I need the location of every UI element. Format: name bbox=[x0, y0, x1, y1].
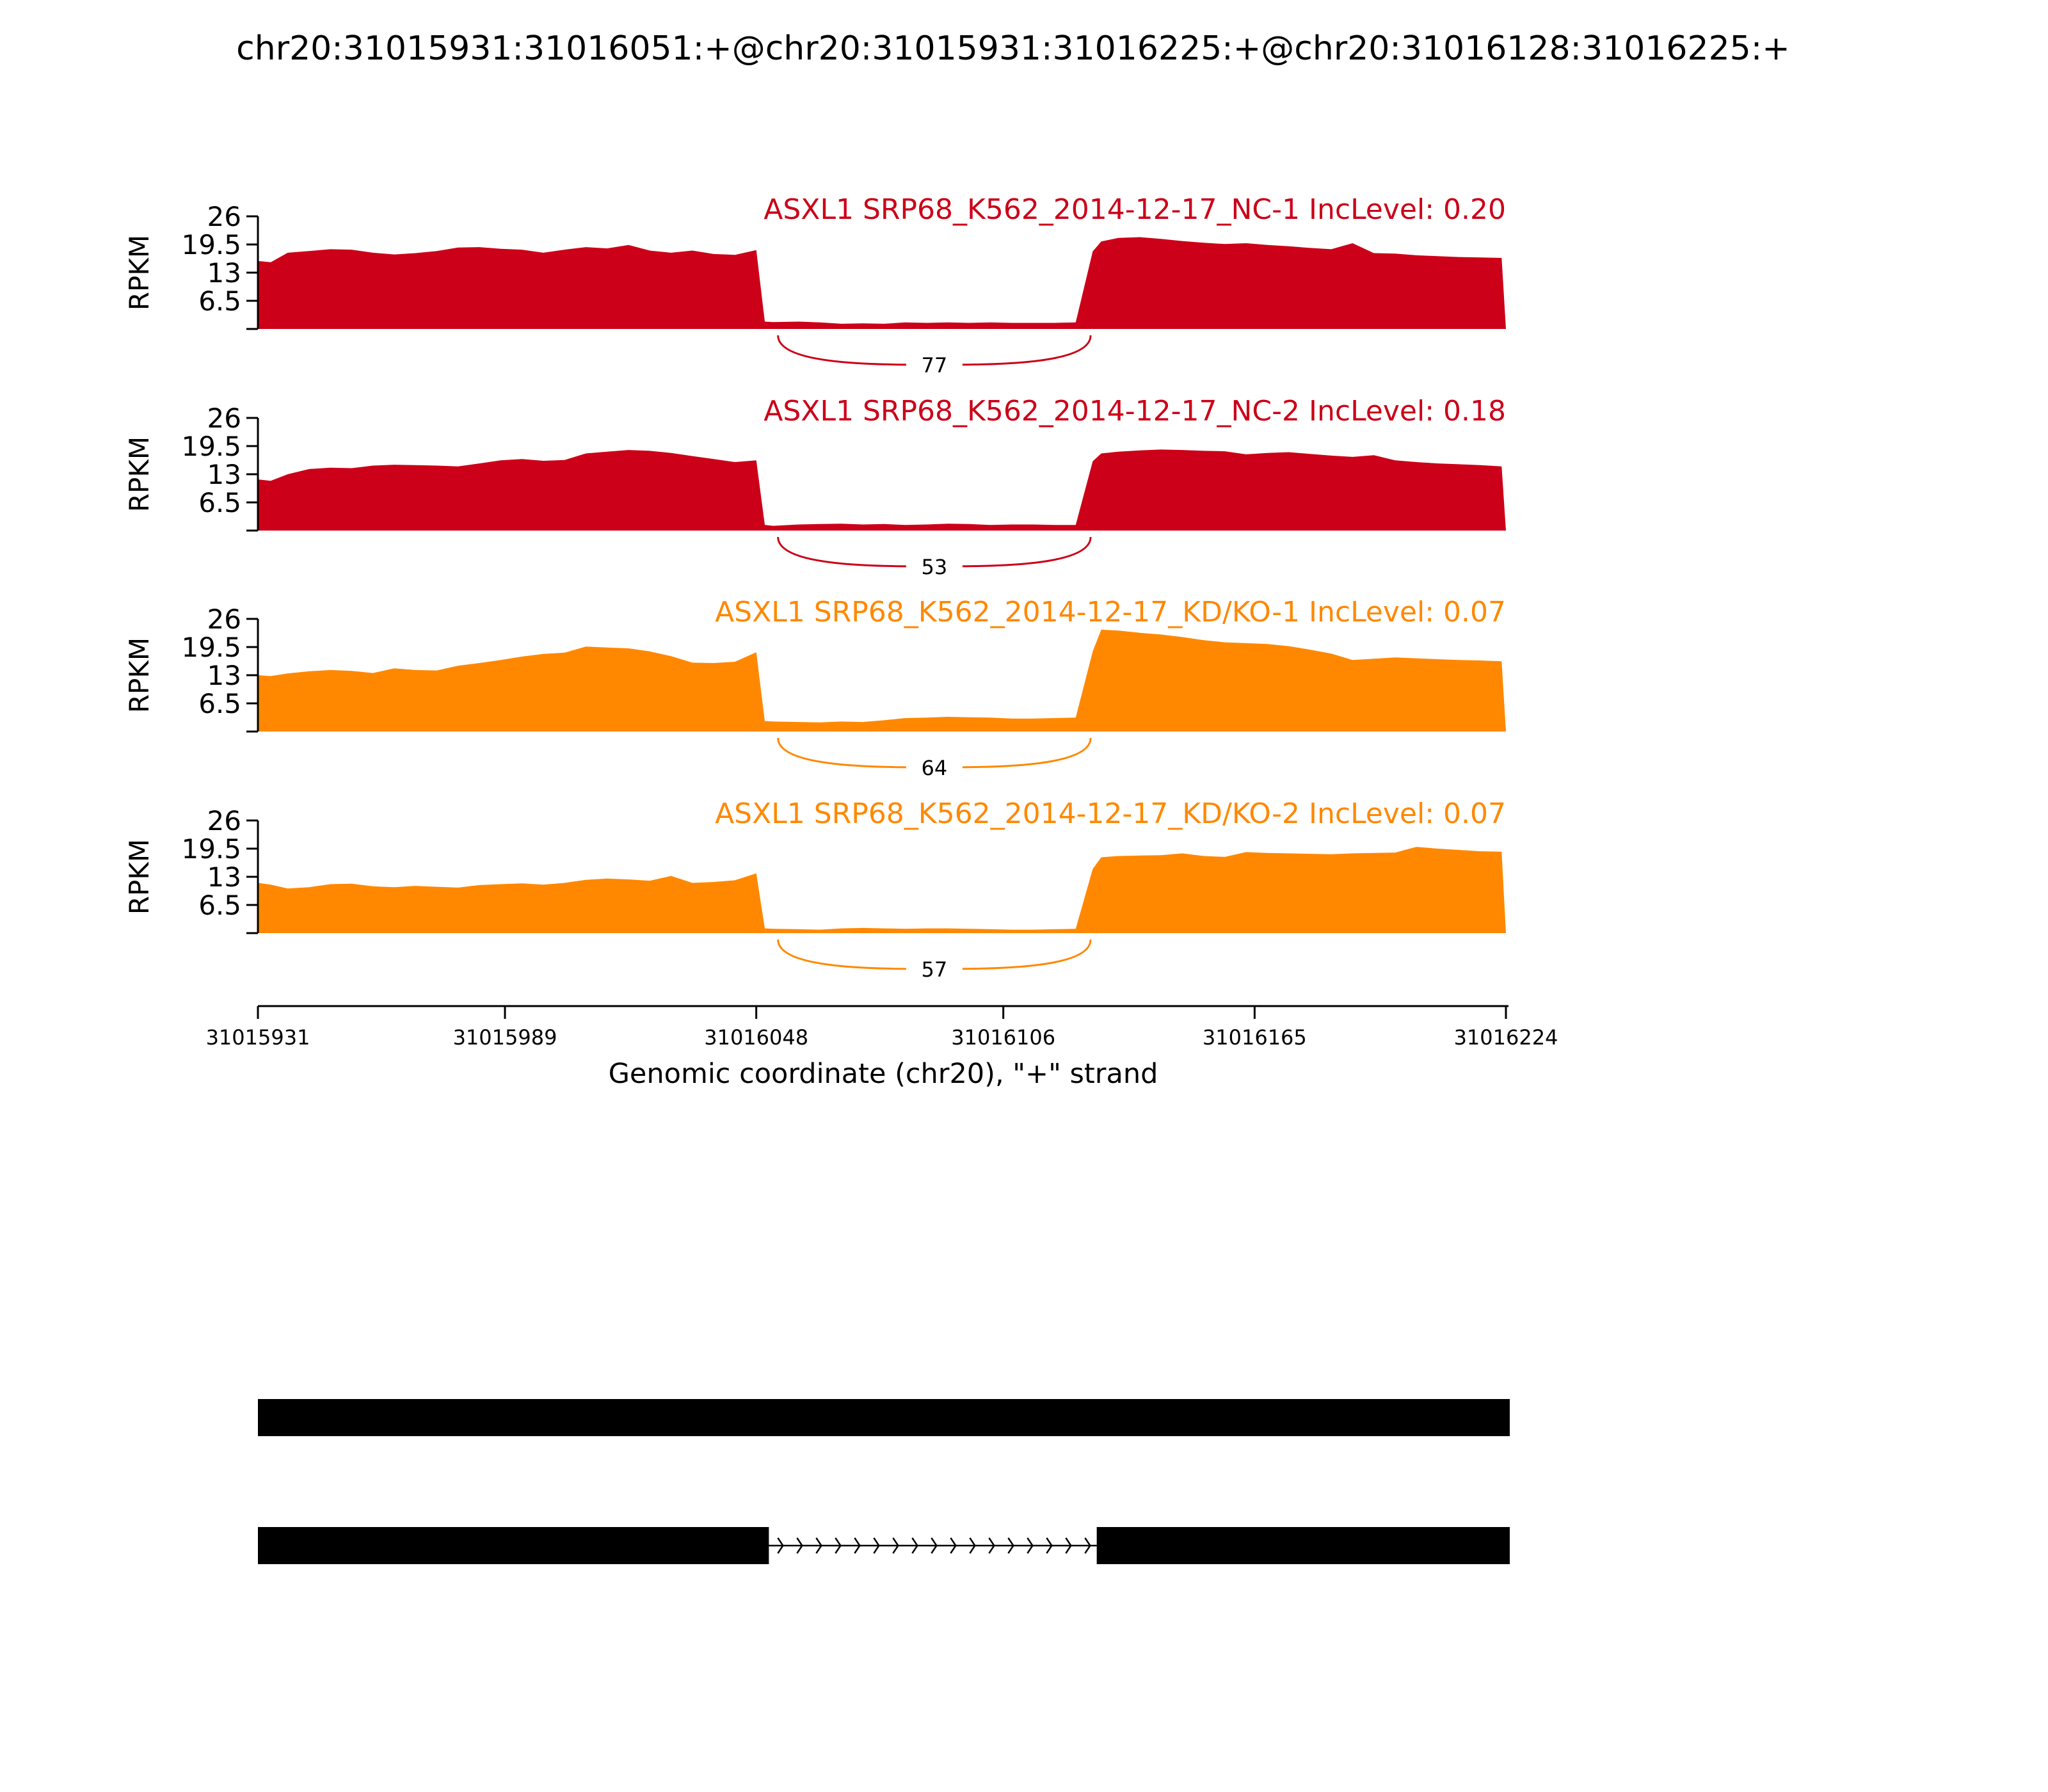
isoform-2 bbox=[258, 1527, 1510, 1564]
y-tick-label: 26 bbox=[207, 201, 241, 232]
series-label: ASXL1 SRP68_K562_2014-12-17_NC-1 IncLeve… bbox=[764, 193, 1506, 226]
y-tick-label: 26 bbox=[207, 403, 241, 434]
strand-arrow bbox=[931, 1537, 938, 1554]
coverage-area bbox=[258, 237, 1506, 329]
series-label: ASXL1 SRP68_K562_2014-12-17_KD/KO-2 IncL… bbox=[715, 797, 1506, 830]
strand-arrow bbox=[1084, 1537, 1091, 1554]
strand-arrow bbox=[815, 1537, 822, 1554]
series-label: ASXL1 SRP68_K562_2014-12-17_NC-2 IncLeve… bbox=[764, 395, 1506, 428]
x-tick-label: 31015989 bbox=[453, 1025, 557, 1050]
figure-title: chr20:31015931:31016051:+@chr20:31015931… bbox=[236, 29, 1790, 68]
x-axis-label: Genomic coordinate (chr20), "+" strand bbox=[609, 1058, 1158, 1090]
strand-arrow bbox=[1027, 1537, 1034, 1554]
x-tick-label: 31016048 bbox=[704, 1025, 808, 1050]
y-tick-label: 6.5 bbox=[198, 285, 241, 317]
y-tick-label: 13 bbox=[207, 459, 241, 490]
strand-arrow bbox=[796, 1537, 803, 1554]
strand-arrow bbox=[873, 1537, 880, 1554]
strand-arrow bbox=[777, 1537, 784, 1554]
strand-arrow bbox=[1046, 1537, 1053, 1554]
junction-count-background bbox=[906, 352, 963, 376]
x-tick-label: 31016165 bbox=[1203, 1025, 1307, 1050]
isoform-1 bbox=[258, 1399, 1510, 1436]
y-tick-label: 13 bbox=[207, 861, 241, 893]
x-tick-label: 31015931 bbox=[206, 1025, 310, 1050]
y-axis-label: RPKM bbox=[124, 637, 155, 713]
coverage-area bbox=[258, 629, 1506, 732]
strand-arrow bbox=[1065, 1537, 1072, 1554]
strand-arrow bbox=[854, 1537, 861, 1554]
junction-count: 53 bbox=[922, 555, 948, 579]
strand-arrow bbox=[969, 1537, 976, 1554]
exon-block bbox=[258, 1527, 769, 1564]
isoform-models bbox=[258, 1399, 1510, 1564]
junction-count: 77 bbox=[922, 353, 948, 378]
strand-arrow bbox=[911, 1537, 918, 1554]
coverage-area bbox=[258, 847, 1506, 933]
series-label: ASXL1 SRP68_K562_2014-12-17_KD/KO-1 IncL… bbox=[715, 596, 1506, 628]
junction-count-background bbox=[906, 956, 963, 980]
junction-count: 64 bbox=[922, 756, 948, 780]
y-axis-label: RPKM bbox=[124, 839, 155, 915]
strand-arrow bbox=[892, 1537, 899, 1554]
x-tick-label: 31016224 bbox=[1454, 1025, 1558, 1050]
y-tick-label: 19.5 bbox=[181, 632, 241, 663]
y-tick-label: 6.5 bbox=[198, 487, 241, 518]
junction-count: 57 bbox=[922, 957, 948, 982]
coverage-area bbox=[258, 449, 1506, 531]
y-tick-label: 26 bbox=[207, 805, 241, 836]
y-tick-label: 19.5 bbox=[181, 229, 241, 260]
junction-count-background bbox=[906, 755, 963, 779]
strand-arrow bbox=[950, 1537, 957, 1554]
y-tick-label: 13 bbox=[207, 257, 241, 289]
y-tick-label: 26 bbox=[207, 604, 241, 635]
exon-block bbox=[258, 1399, 1510, 1436]
y-tick-label: 6.5 bbox=[198, 890, 241, 921]
strand-arrow bbox=[835, 1537, 842, 1554]
strand-arrow bbox=[1007, 1537, 1014, 1554]
x-tick-label: 31016106 bbox=[951, 1025, 1055, 1050]
exon-block bbox=[1096, 1527, 1510, 1564]
y-tick-label: 13 bbox=[207, 660, 241, 691]
y-axis-label: RPKM bbox=[124, 436, 155, 512]
x-axis: 31015931 31015989 31016048 31016106 31016165… bbox=[206, 1005, 1558, 1050]
y-tick-label: 19.5 bbox=[181, 833, 241, 865]
y-axis-label: RPKM bbox=[124, 235, 155, 310]
strand-arrow bbox=[988, 1537, 995, 1554]
y-tick-label: 19.5 bbox=[181, 431, 241, 462]
y-tick-label: 6.5 bbox=[198, 688, 241, 719]
junction-count-background bbox=[906, 554, 963, 578]
